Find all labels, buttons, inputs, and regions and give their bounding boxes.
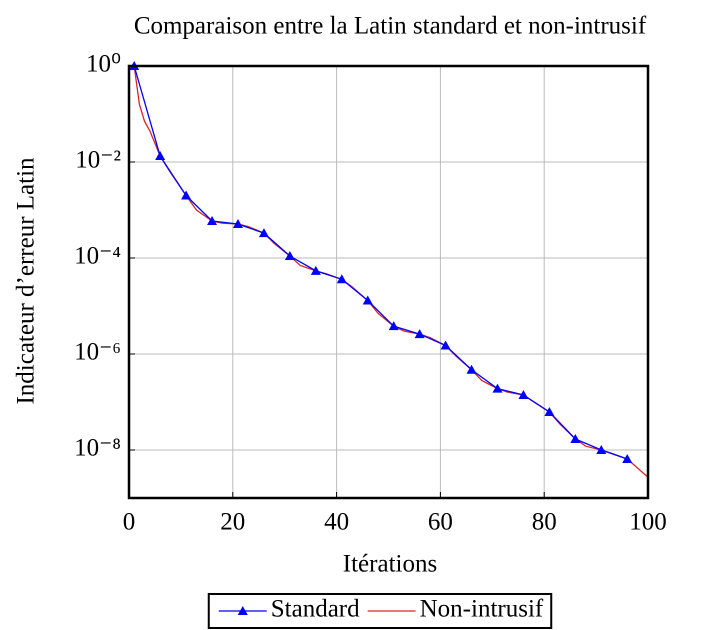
marker [155,151,166,161]
y-tick-label: 10⁻⁶ [74,339,121,366]
series-line [133,65,628,460]
x-tick-label: 0 [123,509,136,536]
x-tick-label: 100 [629,509,667,536]
marker [232,219,243,229]
marker [466,364,477,374]
marker [310,265,321,275]
marker [518,389,529,399]
x-tick-label: 20 [220,509,245,536]
plot-frame [127,64,650,500]
marker [596,445,607,454]
y-tick-label: 10⁰ [86,51,121,78]
marker [181,190,192,200]
legend-marker [237,606,248,615]
legend-label: Non-intrusif [420,596,544,623]
x-tick-label: 40 [324,509,349,536]
marker [207,215,218,225]
legend: Standard Non-intrusif [207,593,553,629]
marker [362,295,373,305]
marker [336,274,347,284]
marker [388,321,399,331]
marker [544,406,555,416]
marker [258,228,269,238]
y-tick-label: 10⁻² [75,147,121,174]
marker [440,340,451,350]
marker [570,433,581,443]
marker [414,329,425,339]
chart-title: Comparaison entre la Latin standard et n… [134,13,647,40]
y-axis-label: Indicateur d’erreur Latin [13,157,40,405]
marker [284,251,295,261]
marker [622,453,633,463]
series-line [133,65,649,478]
y-tick-label: 10⁻⁸ [74,435,121,462]
y-tick-label: 10⁻⁴ [74,243,121,270]
legend-label: Standard [271,596,360,623]
marker [492,383,503,393]
x-axis-label: Itérations [343,551,437,578]
x-tick-label: 60 [428,509,453,536]
x-tick-label: 80 [532,509,557,536]
